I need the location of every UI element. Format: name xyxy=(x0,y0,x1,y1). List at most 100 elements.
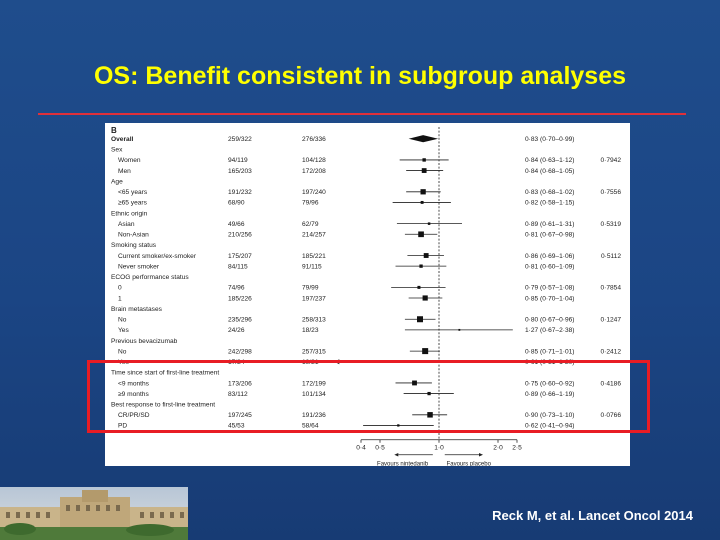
row-n-placebo: 191/236 xyxy=(302,412,326,419)
row-label: Current smoker/ex-smoker xyxy=(118,253,197,260)
point-estimate xyxy=(427,222,431,225)
row-n-placebo: 18/23 xyxy=(302,327,319,334)
row-n-nintedanib: 94/119 xyxy=(228,157,248,164)
row-hr-ci: 0·85 (0·71–1·01) xyxy=(525,348,574,355)
row-n-placebo: 58/64 xyxy=(302,423,319,430)
row-hr-ci: 0·86 (0·69–1·06) xyxy=(525,253,574,260)
row-hr-ci: 0·83 (0·70–0·99) xyxy=(525,136,574,143)
row-p-value: 0·7556 xyxy=(600,189,621,196)
row-p-value: 0·1247 xyxy=(600,317,621,324)
row-n-nintedanib: 242/298 xyxy=(228,348,252,355)
favours-nintedanib-arrowhead xyxy=(394,452,399,457)
point-estimate xyxy=(423,253,429,258)
highlight-box xyxy=(87,360,650,433)
point-estimate xyxy=(427,391,431,396)
row-n-placebo: 62/79 xyxy=(302,221,319,228)
row-hr-ci: 0·62 (0·41–0·94) xyxy=(525,423,574,430)
favours-placebo-label: Favours placebo xyxy=(447,462,492,466)
row-hr-ci: 0·84 (0·68–1·05) xyxy=(525,168,574,175)
row-p-value: 0·4186 xyxy=(600,380,621,387)
point-estimate xyxy=(418,231,424,238)
row-n-nintedanib: 24/26 xyxy=(228,327,245,334)
row-hr-ci: 0·82 (0·58–1·15) xyxy=(525,200,574,207)
row-n-nintedanib: 259/322 xyxy=(228,136,252,143)
row-label: Time since start of first-line treatment xyxy=(111,370,219,377)
row-label: Sex xyxy=(111,147,123,154)
row-n-placebo: 197/240 xyxy=(302,189,326,196)
point-estimate xyxy=(420,200,424,204)
slide-title: OS: Benefit consistent in subgroup analy… xyxy=(93,62,627,90)
x-tick-label: 2·0 xyxy=(493,445,503,452)
row-label: Men xyxy=(118,168,131,175)
point-estimate xyxy=(420,189,426,195)
row-n-placebo: 79/99 xyxy=(302,285,319,292)
row-hr-ci: 0·90 (0·73–1·10) xyxy=(525,412,574,419)
row-p-value: 0·2412 xyxy=(600,348,621,355)
row-label: 0 xyxy=(118,285,122,292)
row-label: Non-Asian xyxy=(118,232,149,239)
row-n-nintedanib: 173/206 xyxy=(228,380,252,387)
row-label: Asian xyxy=(118,221,135,228)
favours-placebo-arrowhead xyxy=(479,452,484,457)
row-hr-ci: 0·89 (0·61–1·31) xyxy=(525,221,574,228)
point-estimate xyxy=(458,328,461,331)
row-n-nintedanib: 74/96 xyxy=(228,285,245,292)
row-label: Best response to first-line treatment xyxy=(111,402,215,409)
point-estimate xyxy=(422,158,426,162)
point-estimate xyxy=(427,412,433,418)
row-label: PD xyxy=(118,423,127,430)
point-estimate xyxy=(422,295,428,301)
row-n-nintedanib: 191/232 xyxy=(228,189,252,196)
x-tick-label: 1·0 xyxy=(434,445,444,452)
point-estimate xyxy=(421,168,427,173)
row-label: CR/PR/SD xyxy=(118,412,150,419)
row-label: Brain metastases xyxy=(111,306,163,313)
row-hr-ci: 0·81 (0·67–0·98) xyxy=(525,232,574,239)
x-tick-label: 2·5 xyxy=(512,445,522,452)
row-label: No xyxy=(118,317,127,324)
row-label: Ethnic origin xyxy=(111,210,148,217)
row-n-nintedanib: 235/296 xyxy=(228,317,252,324)
building-photo xyxy=(0,487,188,540)
point-estimate xyxy=(397,424,400,427)
row-n-placebo: 214/257 xyxy=(302,232,326,239)
row-hr-ci: 0·75 (0·60–0·92) xyxy=(525,380,574,387)
row-n-placebo: 185/221 xyxy=(302,253,326,260)
row-n-nintedanib: 175/207 xyxy=(228,253,252,260)
row-n-placebo: 172/208 xyxy=(302,168,326,175)
row-n-nintedanib: 68/90 xyxy=(228,200,245,207)
point-estimate xyxy=(417,316,424,323)
row-n-placebo: 91/115 xyxy=(302,263,322,270)
row-hr-ci: 0·83 (0·68–1·02) xyxy=(525,189,574,196)
citation: Reck M, et al. Lancet Oncol 2014 xyxy=(492,508,693,523)
row-n-placebo: 276/336 xyxy=(302,136,326,143)
row-n-placebo: 104/128 xyxy=(302,157,326,164)
row-n-nintedanib: 185/226 xyxy=(228,295,252,302)
forest-plot-panel: B Overall 259/322 276/336 0·83 (0·70–0·99) Se… xyxy=(105,123,630,466)
row-hr-ci: 0·85 (0·70–1·04) xyxy=(525,295,574,302)
row-hr-ci: 0·84 (0·63–1·12) xyxy=(525,157,574,164)
row-label: Previous bevacizumab xyxy=(111,338,178,345)
row-label: Age xyxy=(111,178,123,185)
row-p-value: 0·7854 xyxy=(600,285,621,292)
row-label: Smoking status xyxy=(111,242,157,249)
row-label: ≥65 years xyxy=(118,200,148,207)
row-n-nintedanib: 49/66 xyxy=(228,221,245,228)
row-label: <65 years xyxy=(118,189,148,196)
row-n-nintedanib: 165/203 xyxy=(228,168,252,175)
point-estimate xyxy=(412,380,417,386)
row-n-placebo: 172/199 xyxy=(302,380,326,387)
row-n-placebo: 258/313 xyxy=(302,317,326,324)
point-estimate xyxy=(417,285,421,289)
row-label: ≥9 months xyxy=(118,391,149,398)
row-p-value: 0·5319 xyxy=(600,221,621,228)
row-n-placebo: 79/96 xyxy=(302,200,319,207)
row-hr-ci: 0·79 (0·57–1·08) xyxy=(525,285,574,292)
row-n-nintedanib: 83/112 xyxy=(228,391,248,398)
row-n-nintedanib: 197/245 xyxy=(228,412,252,419)
row-label: Women xyxy=(118,157,141,164)
row-n-placebo: 257/315 xyxy=(302,348,326,355)
row-label: Yes xyxy=(118,327,129,334)
row-label: 1 xyxy=(118,295,122,302)
